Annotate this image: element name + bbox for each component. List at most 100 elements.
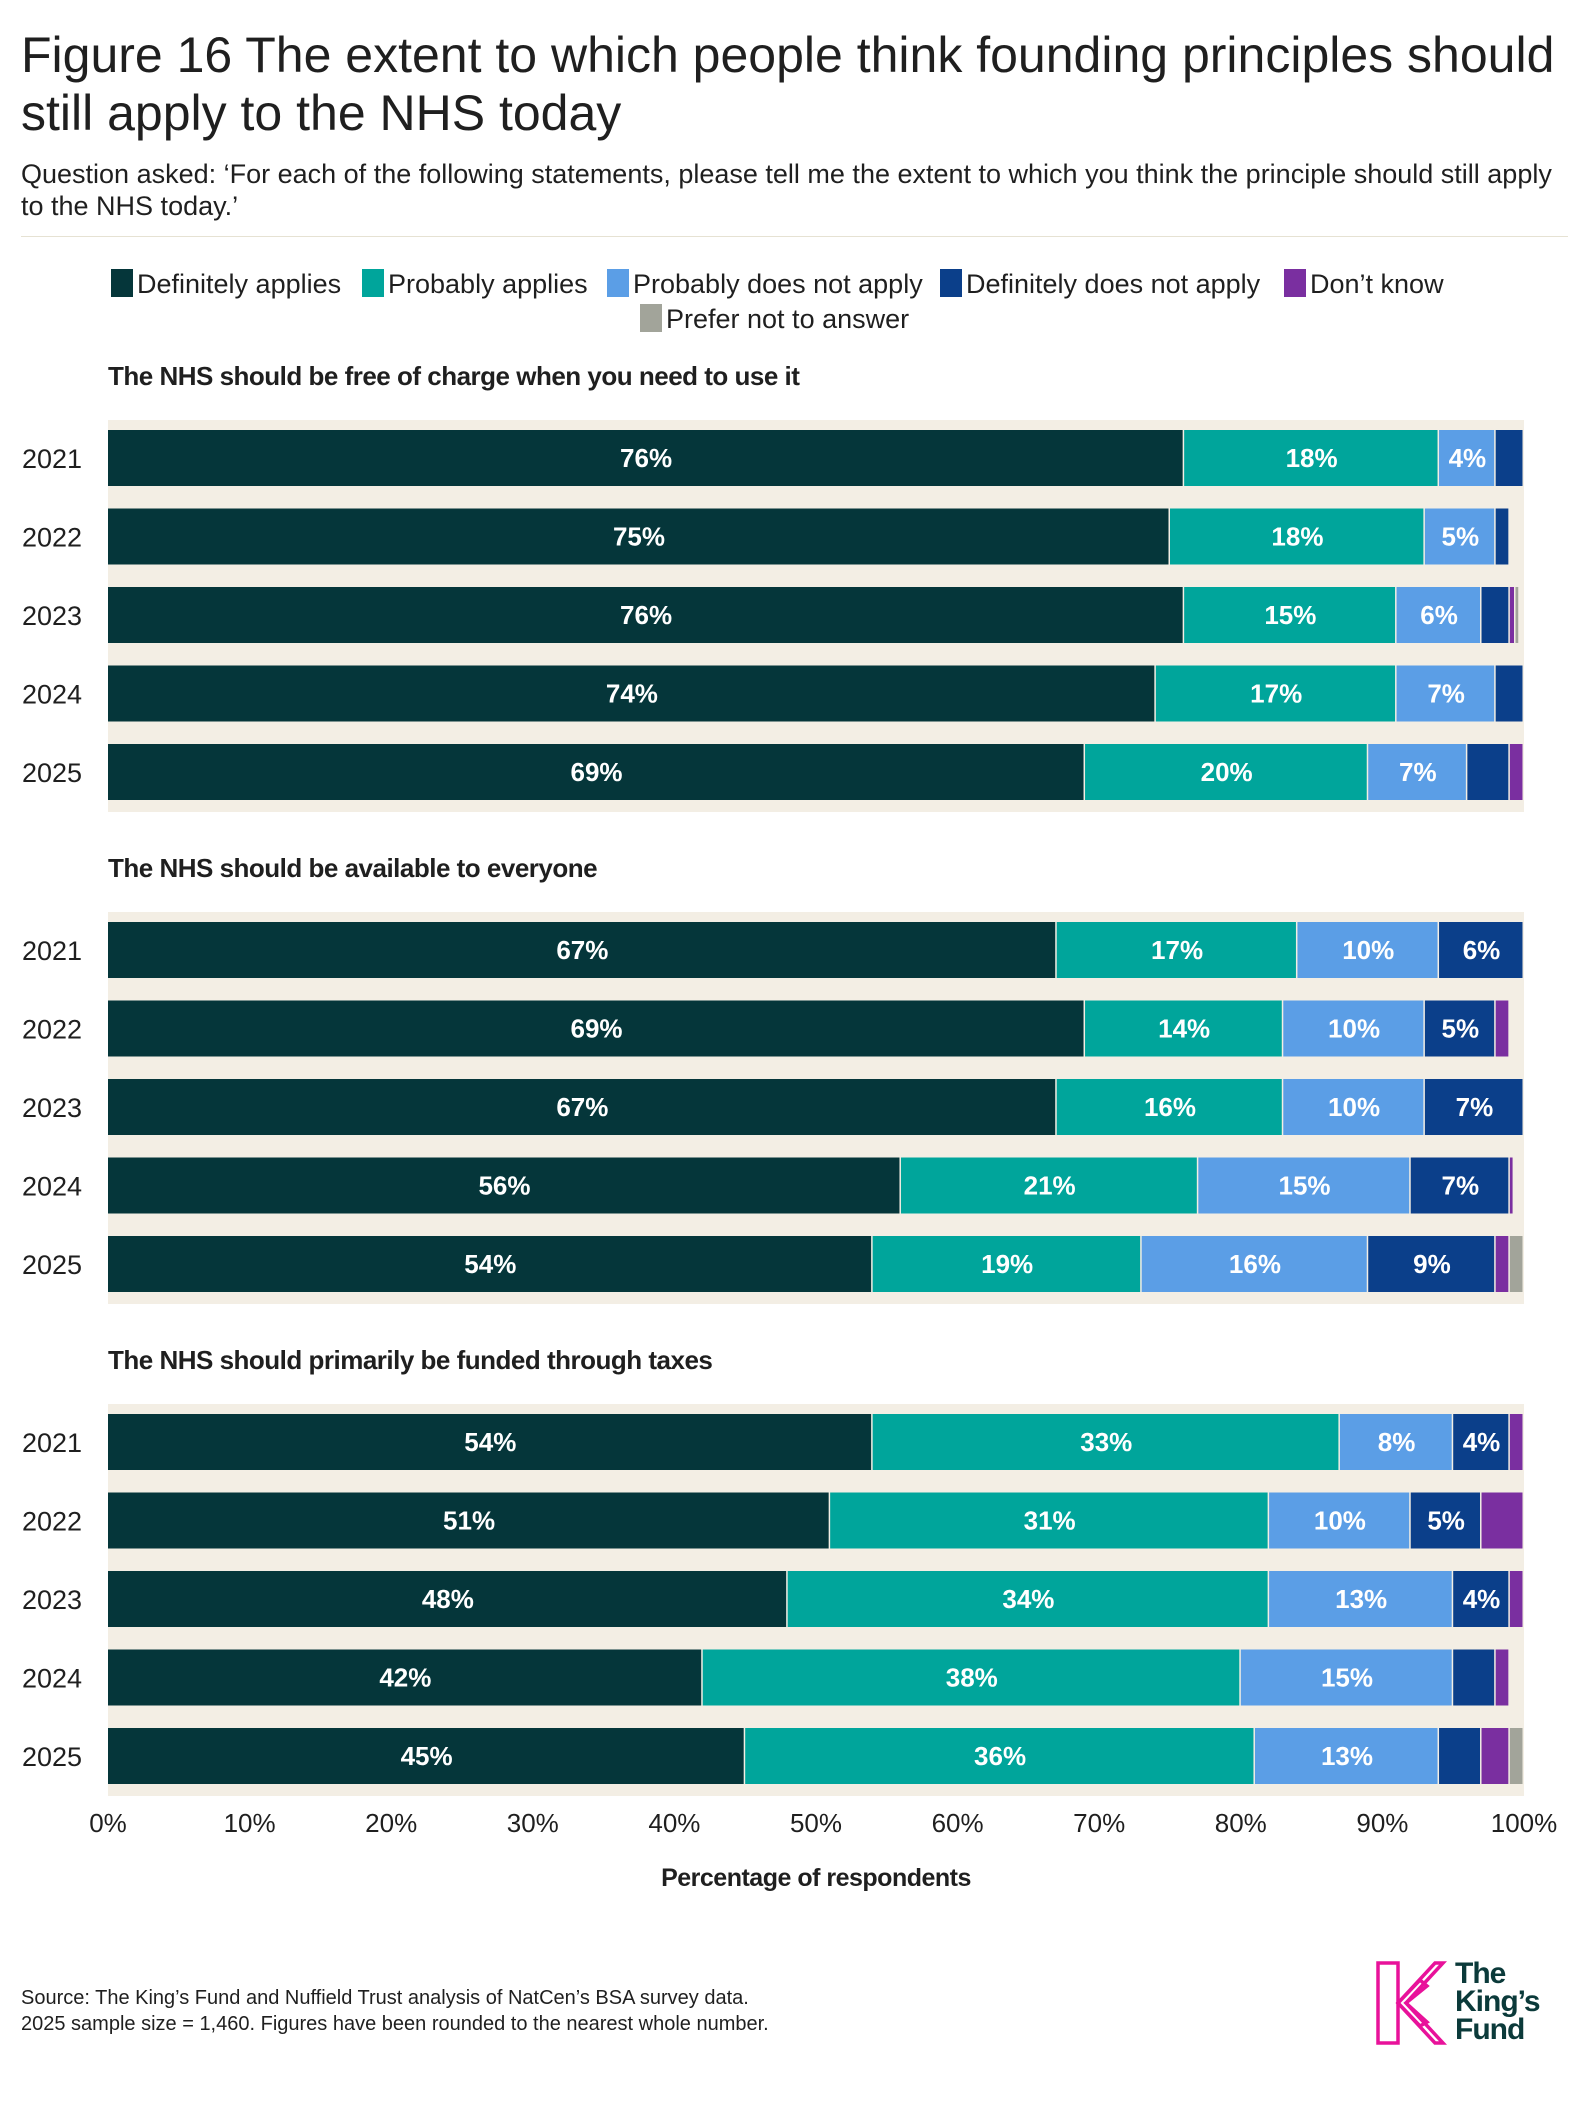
data-label: 54% — [464, 1427, 516, 1457]
data-label: 15% — [1278, 1171, 1330, 1201]
data-label: 7% — [1427, 679, 1465, 709]
bar-segment-dont-know — [1509, 1414, 1523, 1470]
panel-title: The NHS should be free of charge when yo… — [108, 361, 800, 391]
data-label: 36% — [974, 1741, 1026, 1771]
bar-segment-definitely-applies — [108, 1414, 872, 1470]
bar-segment-probably-applies — [900, 1157, 1197, 1214]
bar-segment-dont-know — [1495, 1236, 1509, 1292]
bar-segment-probably-applies — [830, 1492, 1268, 1549]
data-label: 17% — [1250, 679, 1302, 709]
data-label: 4% — [1449, 443, 1487, 473]
data-label: 6% — [1463, 935, 1501, 965]
bar-segment-probably-not-apply — [1198, 1157, 1410, 1214]
data-label: 8% — [1378, 1427, 1416, 1457]
kings-fund-logo-text: The King’s Fund — [1455, 1957, 1541, 2046]
data-label: 10% — [1314, 1506, 1366, 1536]
bar-segment-dont-know — [1495, 1649, 1509, 1706]
bar-segment-probably-applies — [872, 1414, 1339, 1470]
bar-segment-probably-not-apply — [1424, 508, 1495, 565]
data-label: 34% — [1002, 1584, 1054, 1614]
data-label: 51% — [443, 1506, 495, 1536]
x-tick-label: 80% — [1215, 1808, 1267, 1838]
bar-segment-definitely-applies — [108, 508, 1169, 565]
bar-segment-definitely-not-apply — [1453, 1414, 1509, 1470]
bar-segment-probably-applies — [1155, 665, 1396, 722]
legend-label-probably-not-apply: Probably does not apply — [633, 269, 923, 299]
data-label: 19% — [981, 1249, 1033, 1279]
kings-fund-logo: The King’s Fund — [1375, 1957, 1545, 2050]
bar-segment-probably-not-apply — [1339, 1414, 1452, 1470]
data-label: 69% — [570, 1014, 622, 1044]
data-label: 17% — [1151, 935, 1203, 965]
data-label: 5% — [1441, 1014, 1479, 1044]
bar-segment-definitely-not-apply — [1410, 1157, 1509, 1214]
bar-segment-definitely-applies — [108, 1000, 1084, 1057]
data-label: 9% — [1413, 1249, 1451, 1279]
data-label: 6% — [1420, 600, 1458, 630]
bar-segment-definitely-applies — [108, 1492, 829, 1549]
data-label: 67% — [556, 935, 608, 965]
bar-segment-prefer-not-answer — [1509, 1728, 1523, 1784]
bar-segment-definitely-applies — [108, 1728, 744, 1784]
x-tick-label: 30% — [507, 1808, 559, 1838]
bar-segment-probably-applies — [787, 1571, 1268, 1627]
bar-segment-probably-not-apply — [1396, 665, 1495, 722]
bar-segment-probably-applies — [745, 1728, 1254, 1784]
year-label: 2025 — [22, 1742, 82, 1772]
year-label: 2022 — [22, 523, 82, 553]
legend-swatch-prefer-not-answer — [640, 304, 662, 332]
legend-label-prefer-not-answer: Prefer not to answer — [666, 304, 909, 334]
data-label: 7% — [1441, 1171, 1479, 1201]
data-label: 56% — [478, 1171, 530, 1201]
x-tick-label: 10% — [224, 1808, 276, 1838]
logo-line: The — [1455, 1957, 1506, 1990]
legend-swatch-definitely-applies — [111, 269, 133, 297]
bar-segment-probably-applies — [702, 1649, 1240, 1706]
legend-swatch-probably-not-apply — [607, 269, 629, 297]
bar-segment-dont-know — [1495, 1000, 1509, 1057]
source-note: Source: The King’s Fund and Nuffield Tru… — [21, 1985, 769, 2037]
bar-segment-definitely-applies — [108, 1571, 787, 1627]
kings-fund-k-icon — [1376, 1961, 1448, 2045]
bar-segment-probably-not-apply — [1141, 1236, 1367, 1292]
year-label: 2024 — [22, 680, 82, 710]
bar-segment-probably-not-apply — [1368, 744, 1466, 800]
x-tick-label: 90% — [1356, 1808, 1408, 1838]
data-label: 5% — [1427, 1506, 1465, 1536]
bar-segment-probably-not-apply — [1283, 1079, 1424, 1135]
sample-size-note: 2025 sample size = 1,460. Figures have b… — [21, 2013, 769, 2035]
bar-segment-probably-not-apply — [1283, 1000, 1424, 1057]
logo-line: Fund — [1455, 2013, 1525, 2046]
bar-segment-definitely-not-apply — [1495, 430, 1523, 486]
data-label: 76% — [620, 443, 672, 473]
bar-segment-dont-know — [1481, 1728, 1509, 1784]
bar-segment-definitely-applies — [108, 1236, 872, 1292]
year-label: 2021 — [22, 936, 82, 966]
bar-segment-probably-applies — [1184, 430, 1438, 486]
year-label: 2025 — [22, 1250, 82, 1280]
bar-segment-definitely-applies — [108, 744, 1084, 800]
bar-segment-prefer-not-answer — [1509, 1236, 1523, 1292]
data-label: 16% — [1144, 1092, 1196, 1122]
bar-segment-probably-not-apply — [1439, 430, 1495, 486]
data-label: 42% — [379, 1663, 431, 1693]
bar-segment-dont-know — [1509, 1157, 1513, 1214]
bar-segment-definitely-not-apply — [1410, 1492, 1481, 1549]
bar-segment-definitely-not-apply — [1453, 1571, 1509, 1627]
source-line: Source: The King’s Fund and Nuffield Tru… — [21, 1987, 749, 2009]
year-label: 2024 — [22, 1172, 82, 1202]
year-label: 2023 — [22, 601, 82, 631]
bar-segment-definitely-applies — [108, 1157, 900, 1214]
year-label: 2021 — [22, 1428, 82, 1458]
data-label: 33% — [1080, 1427, 1132, 1457]
bar-segment-definitely-not-apply — [1439, 1728, 1481, 1784]
data-label: 21% — [1024, 1171, 1076, 1201]
bar-segment-dont-know — [1481, 1492, 1523, 1549]
x-tick-label: 20% — [365, 1808, 417, 1838]
panel-title: The NHS should primarily be funded throu… — [108, 1345, 712, 1375]
year-label: 2024 — [22, 1664, 82, 1694]
bar-segment-prefer-not-answer — [1515, 587, 1519, 643]
data-label: 10% — [1328, 1092, 1380, 1122]
data-label: 54% — [464, 1249, 516, 1279]
bar-segment-definitely-applies — [108, 430, 1183, 486]
